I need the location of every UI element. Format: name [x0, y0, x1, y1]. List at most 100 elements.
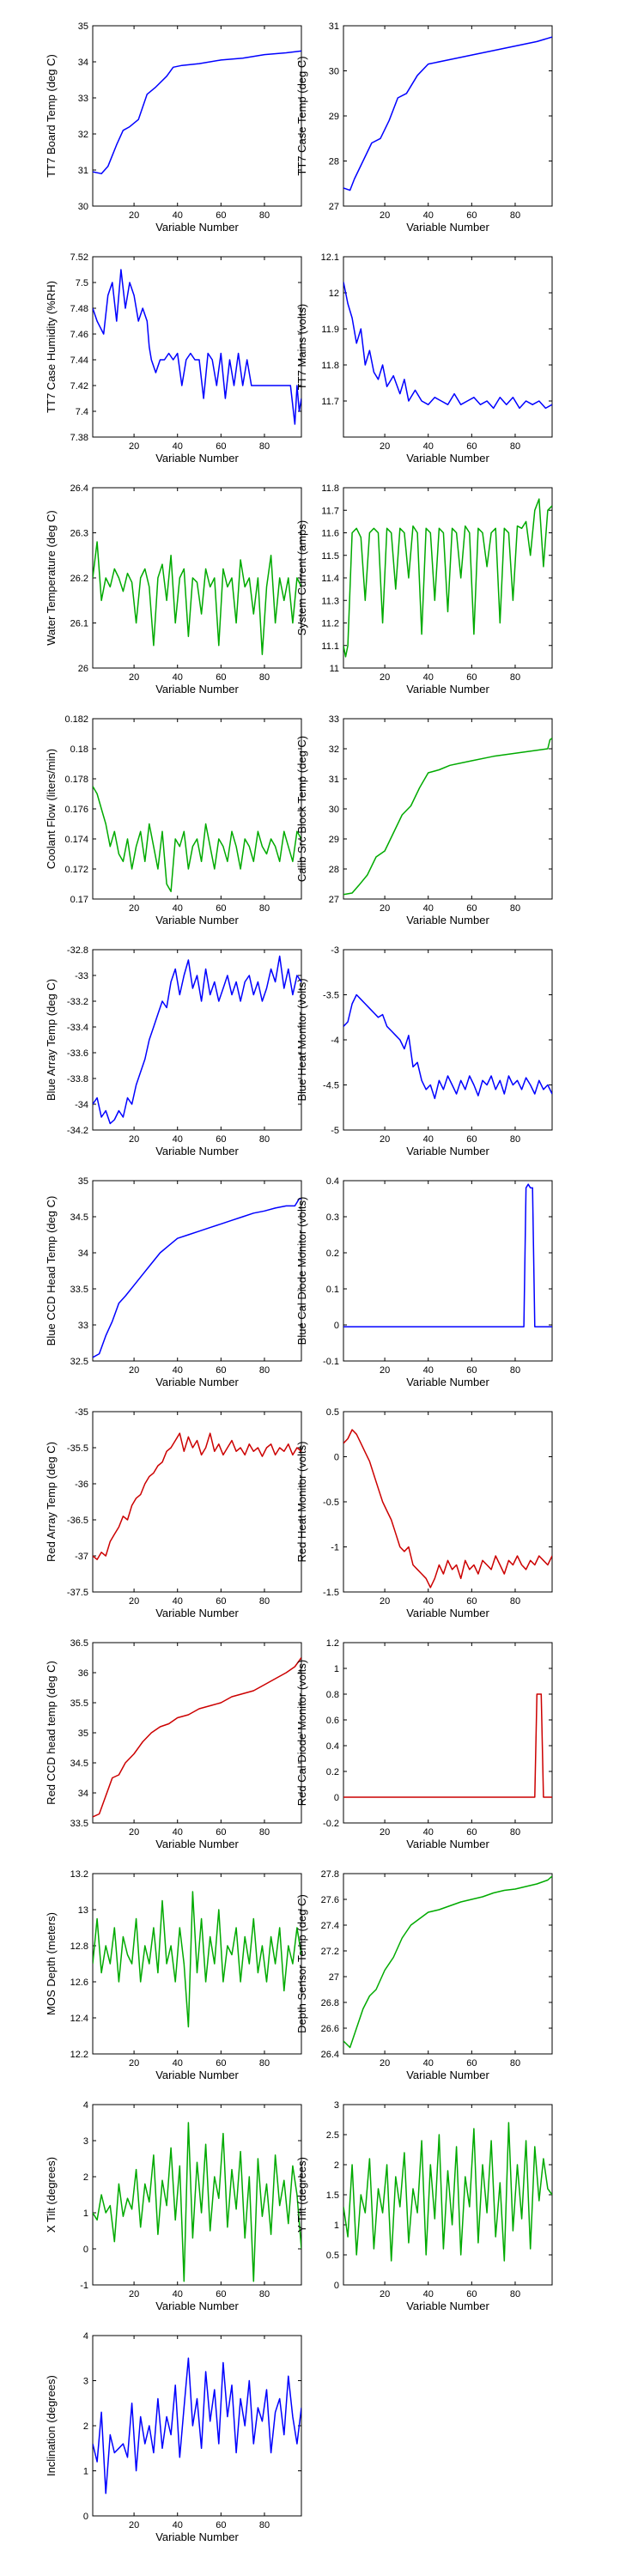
- x-tick-label: 40: [423, 2058, 434, 2069]
- chart-panel-3: 20 40 60 80 7.38 7.4 7.42 7.44 7.46 7.48 7.5 7.52 Va…: [45, 252, 302, 465]
- axes-frame: [92, 1180, 302, 1362]
- y-tick-label: 32: [78, 130, 88, 140]
- chart-panel-6: 20 40 60 80 11 11.1 11.2 11.3 11.4 11.5 11.6 11.7 11…: [295, 483, 553, 696]
- x-tick-label: 60: [216, 2058, 226, 2069]
- y-axis-label: Red Cal Diode Monitor (volts): [295, 1660, 308, 1807]
- axes-frame: [343, 949, 553, 1131]
- x-tick-label: 80: [259, 1827, 270, 1838]
- y-tick-label: 0.8: [326, 1690, 339, 1700]
- x-axis-label: Variable Number: [155, 221, 239, 234]
- y-tick-label: 12.4: [70, 2014, 88, 2024]
- x-tick-label: 40: [173, 2520, 183, 2530]
- y-tick-label: 2.5: [326, 2130, 339, 2141]
- series-line: [93, 786, 301, 893]
- y-tick-label: -35: [75, 1407, 88, 1418]
- y-tick-label: 34: [78, 1789, 88, 1799]
- y-tick-label: 7.52: [70, 252, 88, 263]
- series-line: [93, 1891, 301, 2028]
- axes-frame: [343, 2104, 553, 2286]
- series-line: [93, 955, 301, 1125]
- x-axis-label: Variable Number: [155, 452, 239, 465]
- axes-frame: [92, 2335, 302, 2517]
- y-tick-label: 0.172: [64, 865, 88, 875]
- x-tick-label: 60: [466, 1134, 477, 1145]
- x-axis-label: Variable Number: [155, 1376, 239, 1388]
- x-tick-label: 80: [259, 210, 270, 221]
- x-axis-label: Variable Number: [155, 1838, 239, 1850]
- chart-panel-13: 20 40 60 80 -37.5 -37 -36.5 -36 -35.5 -35 Variable…: [45, 1407, 302, 1619]
- x-tick-label: 40: [173, 903, 183, 914]
- chart-panel-7: 20 40 60 80 0.17 0.172 0.174 0.176 0.178 0.18 0.18…: [45, 714, 302, 927]
- y-tick-label: -32.8: [67, 945, 88, 956]
- y-tick-label: 2: [83, 2172, 88, 2183]
- y-tick-label: 35: [78, 1728, 88, 1739]
- y-tick-label: 1: [334, 1664, 339, 1674]
- axes-frame: [92, 1642, 302, 1824]
- x-tick-label: 20: [129, 2289, 139, 2300]
- axes-frame: [343, 1642, 553, 1824]
- y-axis-label: Coolant Flow (liters/min): [45, 749, 58, 869]
- x-tick-label: 80: [510, 1827, 520, 1838]
- x-tick-label: 60: [466, 1365, 477, 1376]
- axes-frame: [343, 25, 553, 207]
- series-line: [343, 36, 552, 191]
- y-tick-label: 11.3: [321, 596, 339, 606]
- x-axis-label: Variable Number: [155, 1607, 239, 1619]
- chart-panel-14: 20 40 60 80 -1.5 -1 -0.5 0 0.5 Variable Number Red…: [295, 1407, 553, 1619]
- series-line: [343, 1875, 552, 2049]
- y-tick-label: 33.5: [70, 1819, 88, 1829]
- x-tick-label: 20: [129, 1827, 139, 1838]
- x-tick-label: 20: [380, 1827, 390, 1838]
- x-tick-label: 80: [510, 672, 520, 683]
- y-tick-label: 3: [83, 2136, 88, 2147]
- y-tick-label: 30: [329, 805, 339, 815]
- chart-panel-8: 20 40 60 80 27 28 29 30 31 32 33 Variable Number Cal…: [295, 714, 553, 927]
- x-tick-label: 20: [380, 672, 390, 683]
- x-axis-label: Variable Number: [406, 1376, 489, 1388]
- axes-frame: [343, 718, 553, 900]
- x-tick-label: 60: [466, 2289, 477, 2300]
- y-tick-label: 7.48: [70, 304, 88, 314]
- y-tick-label: 34.5: [70, 1759, 88, 1769]
- y-axis-label: Blue Cal Diode Monitor (volts): [295, 1197, 308, 1346]
- chart-panel-10: 20 40 60 80 -5 -4.5 -4 -3.5 -3 Variable Number Blu…: [295, 945, 553, 1157]
- y-tick-label: -33: [75, 971, 88, 981]
- chart-panel-20: 20 40 60 80 0 0.5 1 1.5 2 2.5 3 Variable Number Y Ti…: [295, 2100, 553, 2312]
- x-tick-label: 80: [259, 903, 270, 914]
- y-axis-label: Blue Heat Monitor (volts): [295, 978, 308, 1101]
- y-tick-label: 7.38: [70, 433, 88, 443]
- axes-frame: [343, 1873, 553, 2055]
- x-tick-label: 60: [466, 1596, 477, 1607]
- y-tick-label: -36.5: [67, 1516, 88, 1526]
- y-tick-label: 11.7: [321, 506, 339, 516]
- y-tick-label: 0: [334, 1453, 339, 1463]
- y-axis-label: Red Heat Monitor (volts): [295, 1442, 308, 1563]
- y-axis-label: MOS Depth (meters): [45, 1912, 58, 2015]
- y-tick-label: 11.5: [321, 551, 339, 562]
- y-tick-label: 26.4: [70, 483, 88, 494]
- y-tick-label: 36.5: [70, 1638, 88, 1649]
- y-tick-label: 0.4: [326, 1741, 339, 1752]
- chart-panel-21: 20 40 60 80 0 1 2 3 4 Variable Number Inclination …: [45, 2331, 302, 2543]
- y-tick-label: 0.6: [326, 1716, 339, 1726]
- y-tick-label: 0: [334, 1321, 339, 1331]
- series-line: [343, 498, 552, 658]
- y-axis-label: System Current (amps): [295, 520, 308, 635]
- chart-panel-17: 20 40 60 80 12.2 12.4 12.6 12.8 13 13.2 Variable N…: [45, 1869, 302, 2081]
- x-tick-label: 20: [129, 2058, 139, 2069]
- y-tick-label: 7.44: [70, 355, 88, 366]
- y-tick-label: 0.18: [70, 744, 88, 755]
- y-tick-label: -3: [331, 945, 339, 956]
- y-tick-label: 2: [83, 2421, 88, 2432]
- y-tick-label: 4: [83, 2331, 88, 2342]
- y-tick-label: 0: [83, 2245, 88, 2255]
- y-axis-label: TT7 Case Humidity (%RH): [45, 281, 58, 413]
- y-tick-label: 31: [329, 775, 339, 785]
- x-tick-label: 40: [173, 1365, 183, 1376]
- x-tick-label: 40: [423, 1365, 434, 1376]
- y-tick-label: 7.42: [70, 381, 88, 392]
- y-tick-label: 11: [330, 664, 339, 674]
- x-tick-label: 80: [259, 1596, 270, 1607]
- x-tick-label: 20: [129, 441, 139, 452]
